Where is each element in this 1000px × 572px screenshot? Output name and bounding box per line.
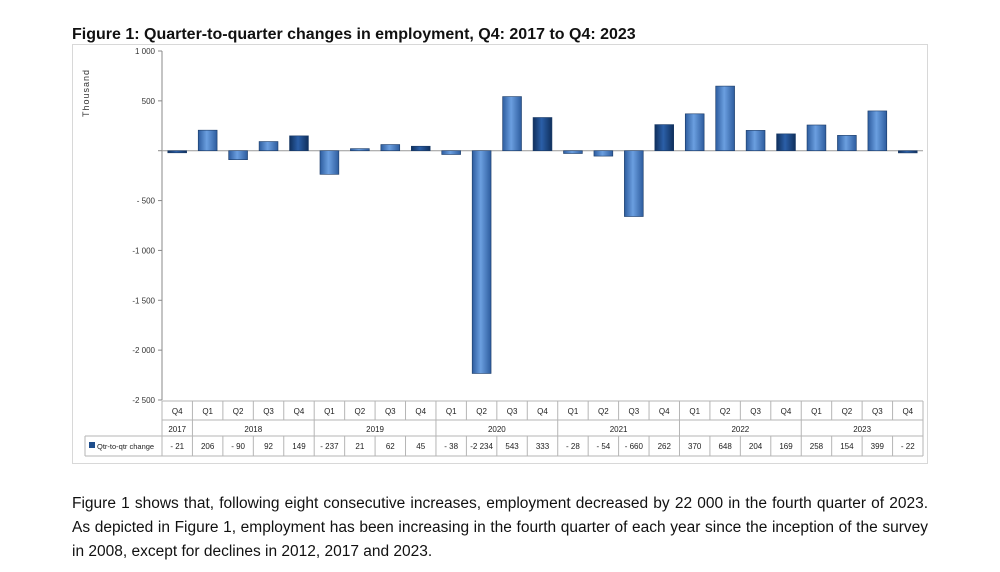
bar <box>532 117 553 152</box>
year-label: 2017 <box>168 425 186 434</box>
quarter-label: Q3 <box>263 407 274 416</box>
quarter-label: Q2 <box>598 407 609 416</box>
bar <box>350 148 370 152</box>
bar <box>258 141 279 152</box>
bar <box>411 145 431 152</box>
value-label: 169 <box>779 442 793 451</box>
year-label: 2020 <box>488 425 506 434</box>
value-label: 204 <box>749 442 763 451</box>
value-label: - 237 <box>320 442 339 451</box>
bar <box>563 150 583 154</box>
quarter-label: Q1 <box>324 407 335 416</box>
value-label: 648 <box>718 442 732 451</box>
quarter-label: Q2 <box>476 407 487 416</box>
quarter-label: Q3 <box>385 407 396 416</box>
value-label: 543 <box>505 442 519 451</box>
y-tick-label: - 500 <box>137 197 156 206</box>
bar <box>502 96 522 152</box>
bar <box>289 135 309 152</box>
value-label: 92 <box>264 442 273 451</box>
y-tick-label: -2 500 <box>132 396 155 405</box>
quarter-label: Q1 <box>446 407 457 416</box>
bar <box>197 129 218 152</box>
value-label: 399 <box>871 442 885 451</box>
figure-caption: Figure 1 shows that, following eight con… <box>72 495 928 560</box>
year-label: 2018 <box>244 425 262 434</box>
bar <box>776 133 796 152</box>
bar <box>441 150 461 155</box>
value-label: 206 <box>201 442 215 451</box>
y-tick-label: 1 000 <box>135 47 156 56</box>
legend-swatch <box>89 442 95 448</box>
value-label: - 90 <box>231 442 245 451</box>
quarter-label: Q3 <box>872 407 883 416</box>
quarter-label: Q3 <box>507 407 518 416</box>
quarter-label: Q4 <box>537 407 548 416</box>
bar <box>228 150 248 160</box>
value-label: - 660 <box>625 442 644 451</box>
bar <box>319 150 340 175</box>
value-label: - 28 <box>566 442 580 451</box>
bar <box>745 130 766 152</box>
value-label: 21 <box>355 442 364 451</box>
quarter-label: Q4 <box>415 407 426 416</box>
value-label: 62 <box>386 442 395 451</box>
quarter-label: Q1 <box>568 407 579 416</box>
year-label: 2019 <box>366 425 384 434</box>
quarter-label: Q4 <box>172 407 183 416</box>
bar <box>837 135 857 152</box>
quarter-label: Q1 <box>202 407 213 416</box>
quarter-label: Q4 <box>294 407 305 416</box>
value-label: - 22 <box>901 442 915 451</box>
quarter-label: Q1 <box>689 407 700 416</box>
value-label: - 38 <box>444 442 458 451</box>
value-label: 333 <box>536 442 550 451</box>
quarter-label: Q4 <box>781 407 792 416</box>
bar <box>654 124 674 152</box>
quarter-label: Q2 <box>233 407 244 416</box>
y-tick-label: -2 000 <box>132 346 155 355</box>
value-label: 45 <box>416 442 425 451</box>
figure-title: Figure 1: Quarter-to-quarter changes in … <box>72 26 636 43</box>
bar-chart: Thousand 1 000 500 - 500 -1 000 -1 500 -2 000 -… <box>81 47 924 457</box>
quarter-label: Q1 <box>811 407 822 416</box>
quarter-label: Q3 <box>628 407 639 416</box>
year-label: 2023 <box>853 425 871 434</box>
bar <box>898 150 918 154</box>
year-label: 2022 <box>731 425 749 434</box>
bar <box>684 113 705 152</box>
bar <box>380 144 401 152</box>
value-label: -2 234 <box>470 442 493 451</box>
y-tick-label: -1 000 <box>132 246 155 255</box>
bar <box>715 85 735 152</box>
quarter-label: Q4 <box>902 407 913 416</box>
quarter-label: Q4 <box>659 407 670 416</box>
value-label: 262 <box>658 442 672 451</box>
value-label: 154 <box>840 442 854 451</box>
bar <box>624 150 644 217</box>
chart-frame: Thousand 1 000 500 - 500 -1 000 -1 500 -2 000 -… <box>72 44 928 464</box>
bar <box>806 124 827 152</box>
quarter-label: Q2 <box>720 407 731 416</box>
value-label: - 54 <box>596 442 610 451</box>
quarter-label: Q2 <box>842 407 853 416</box>
value-label: 258 <box>810 442 824 451</box>
value-label: - 21 <box>170 442 184 451</box>
value-label: 149 <box>292 442 306 451</box>
value-label: 370 <box>688 442 702 451</box>
y-tick-label: -1 500 <box>132 296 155 305</box>
bar <box>471 150 492 374</box>
quarter-label: Q2 <box>355 407 366 416</box>
year-label: 2021 <box>610 425 628 434</box>
bar <box>593 150 614 157</box>
bar <box>167 150 187 154</box>
quarter-label: Q3 <box>750 407 761 416</box>
y-tick-label: 500 <box>142 97 156 106</box>
series-name: Qtr-to-qtr change <box>97 442 154 451</box>
bar <box>867 110 888 152</box>
y-axis-label: Thousand <box>81 69 91 117</box>
